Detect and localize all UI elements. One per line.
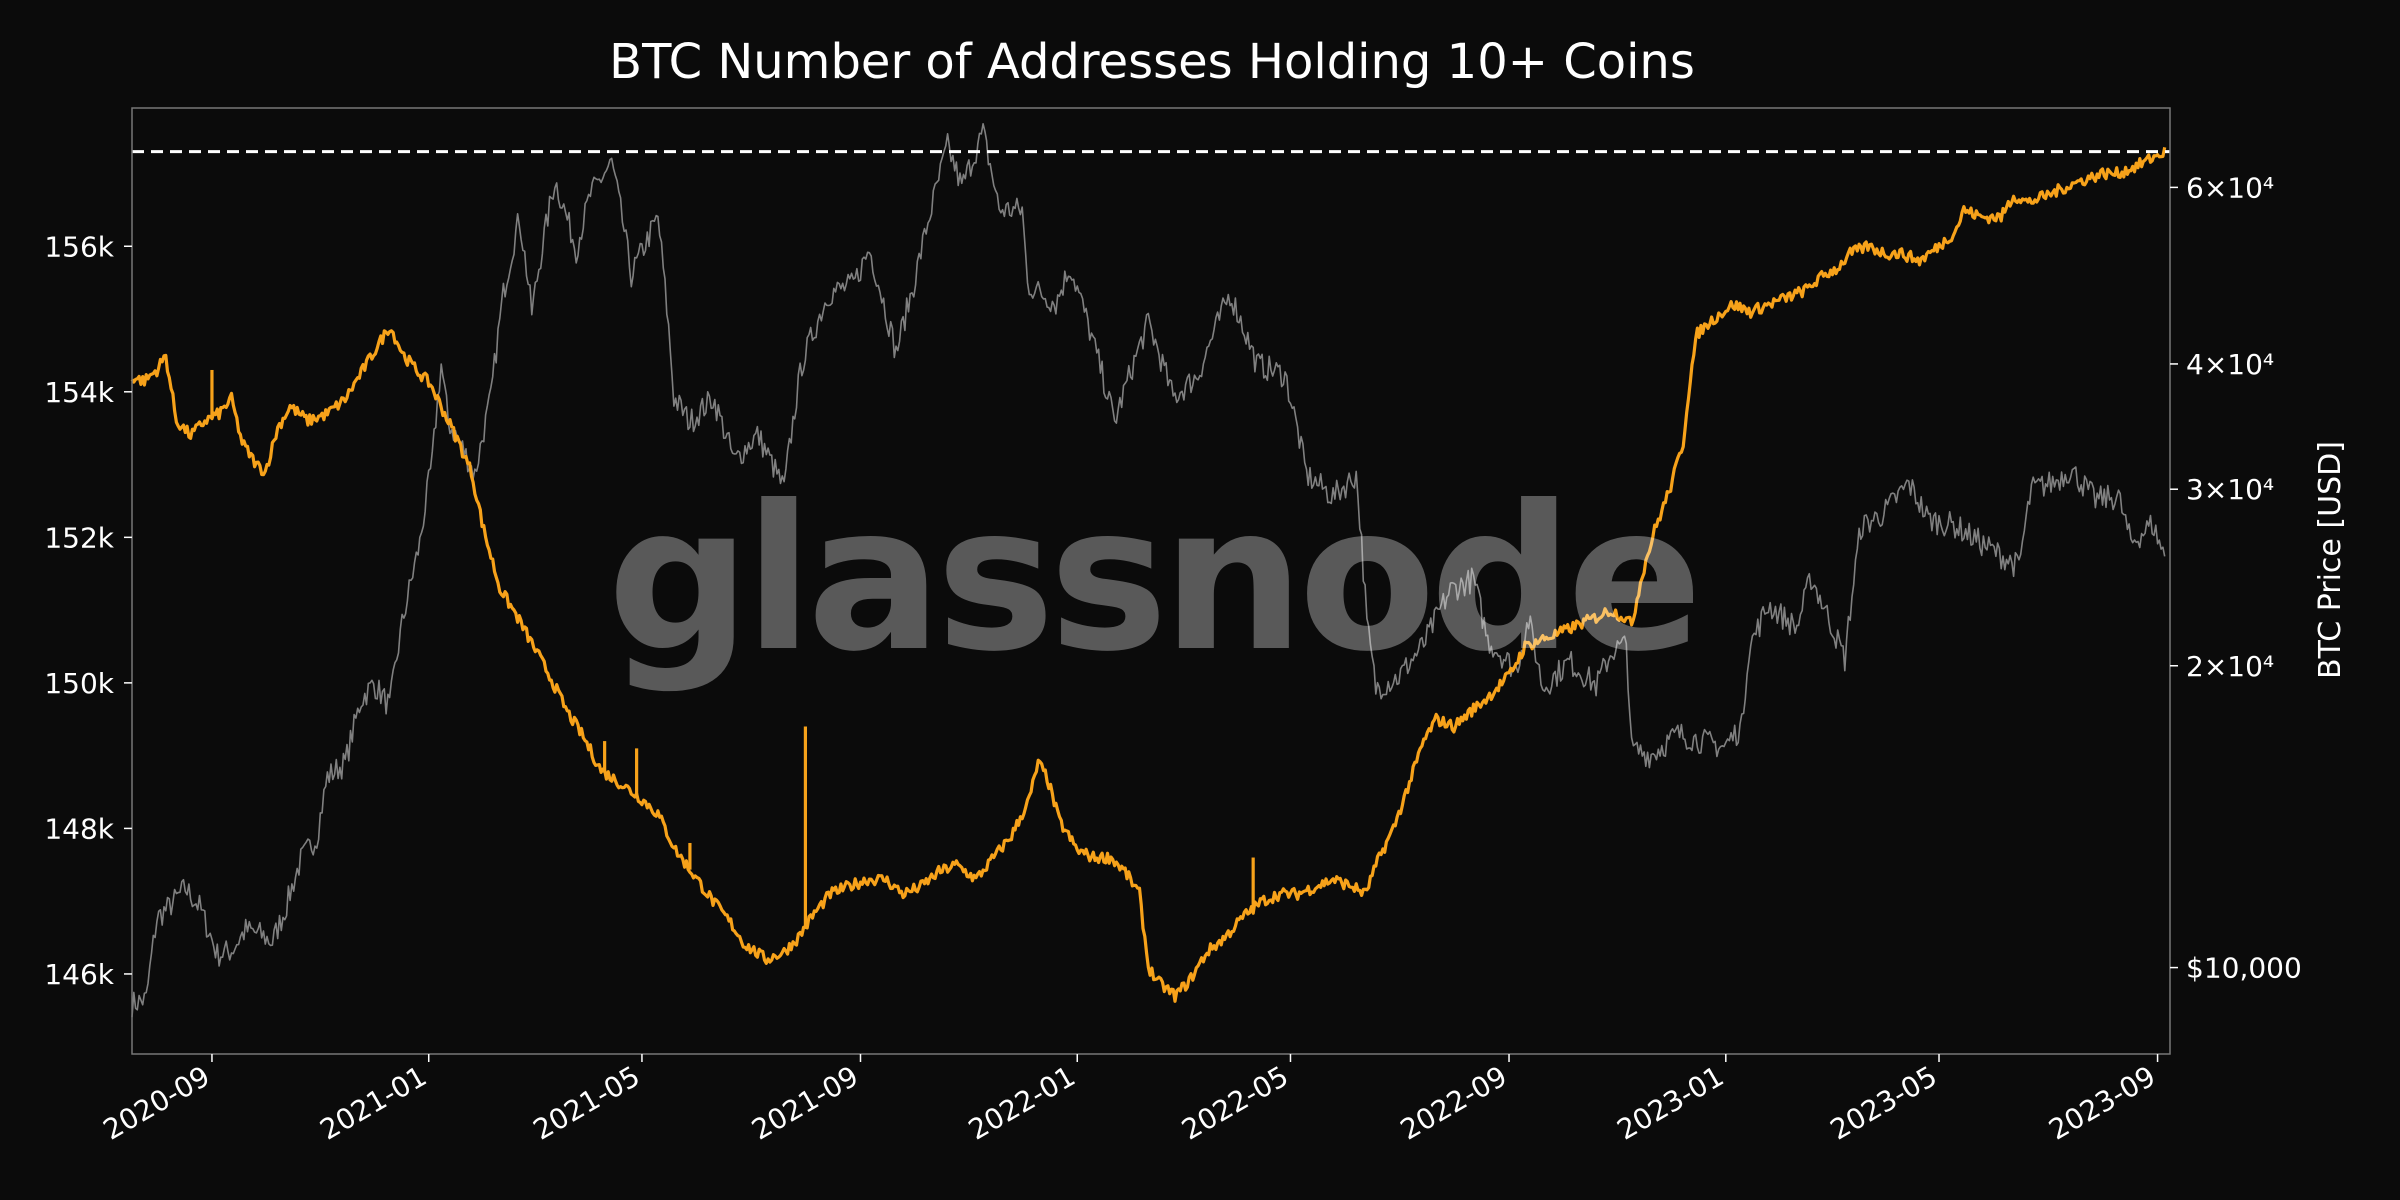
right-axis-tick-label: 2×10⁴ bbox=[2186, 650, 2274, 683]
right-axis-tick-label: $10,000 bbox=[2186, 952, 2302, 985]
left-axis-tick-label: 148k bbox=[44, 812, 114, 845]
chart-title: BTC Number of Addresses Holding 10+ Coin… bbox=[609, 34, 1695, 90]
plot-area bbox=[130, 108, 2170, 1054]
right-axis-tick-label: 3×10⁴ bbox=[2186, 473, 2274, 506]
plot-background bbox=[132, 108, 2170, 1054]
left-axis-tick-label: 150k bbox=[44, 667, 114, 700]
right-axis-tick-label: 6×10⁴ bbox=[2186, 171, 2274, 204]
left-axis-tick-label: 156k bbox=[44, 230, 114, 263]
right-axis-tick-label: 4×10⁴ bbox=[2186, 348, 2274, 381]
left-axis-tick-label: 154k bbox=[44, 376, 114, 409]
watermark: glassnode bbox=[607, 463, 1696, 696]
right-axis-label: BTC Price [USD] bbox=[2313, 441, 2348, 679]
addresses-line bbox=[130, 146, 2167, 1003]
left-axis-tick-label: 146k bbox=[44, 958, 114, 991]
left-axis-tick-label: 152k bbox=[44, 521, 114, 554]
plot-frame bbox=[131, 107, 2171, 1055]
